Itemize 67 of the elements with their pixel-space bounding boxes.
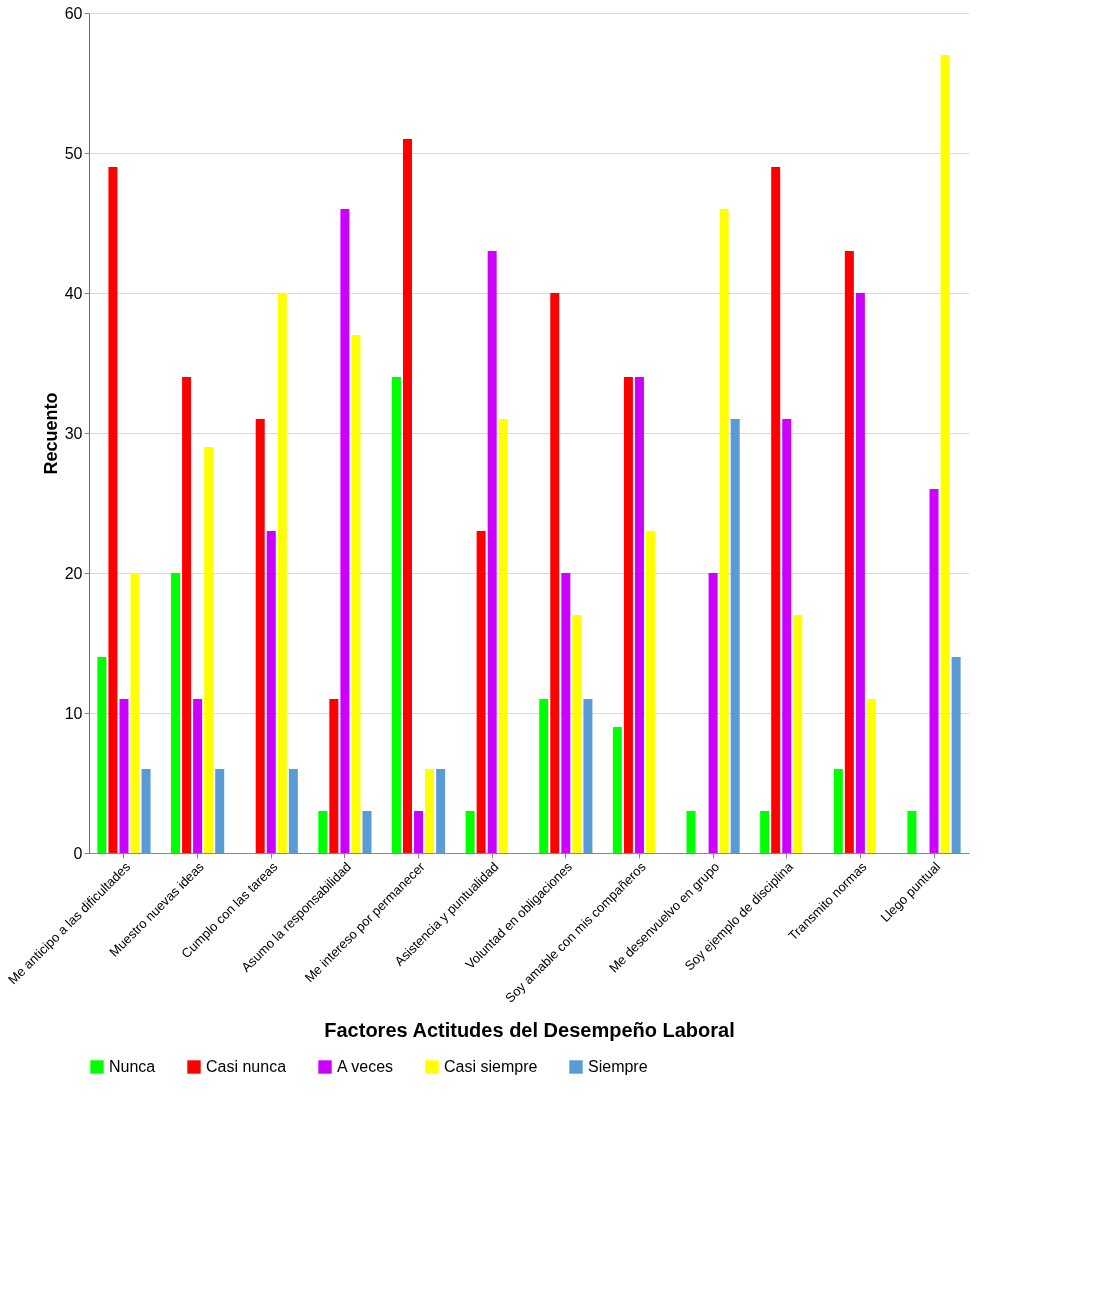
bar xyxy=(182,377,192,853)
bar xyxy=(204,447,214,853)
bar xyxy=(708,573,718,853)
bar xyxy=(646,531,656,853)
bar xyxy=(929,489,939,853)
bar xyxy=(288,769,298,853)
bar xyxy=(686,811,696,853)
bar xyxy=(940,55,950,853)
legend-label: Siempre xyxy=(588,1058,648,1075)
bar xyxy=(97,657,107,853)
bar xyxy=(329,699,339,853)
y-tick-label: 0 xyxy=(73,844,83,862)
bar xyxy=(402,139,412,853)
x-axis-title: Factores Actitudes del Desempeño Laboral xyxy=(324,1018,735,1041)
y-tick-label: 50 xyxy=(64,144,83,162)
bar xyxy=(425,769,435,853)
bar xyxy=(550,293,560,853)
bar xyxy=(340,209,350,853)
bar xyxy=(907,811,917,853)
bar xyxy=(362,811,372,853)
y-tick-label: 60 xyxy=(64,4,83,22)
y-axis-title: Recuento xyxy=(40,392,61,475)
bar xyxy=(318,811,328,853)
bar xyxy=(277,293,287,853)
bar xyxy=(255,419,265,853)
bar xyxy=(193,699,203,853)
bar xyxy=(719,209,729,853)
bar xyxy=(351,335,361,853)
bar xyxy=(844,251,854,853)
bar xyxy=(730,419,740,853)
y-tick-label: 20 xyxy=(64,564,83,582)
bar xyxy=(782,419,792,853)
bar xyxy=(215,769,225,853)
bar xyxy=(833,769,843,853)
bar xyxy=(572,615,582,853)
bar xyxy=(539,699,549,853)
bar xyxy=(487,251,497,853)
bar xyxy=(951,657,961,853)
bar xyxy=(266,531,276,853)
bar xyxy=(583,699,593,853)
legend-label: Casi nunca xyxy=(206,1058,287,1075)
bar xyxy=(793,615,803,853)
bar xyxy=(476,531,486,853)
legend-label: Casi siempre xyxy=(444,1058,538,1075)
y-tick-label: 10 xyxy=(64,704,83,722)
bar xyxy=(855,293,865,853)
legend-label: Nunca xyxy=(109,1058,156,1075)
bar xyxy=(623,377,633,853)
bar xyxy=(612,727,622,853)
bar xyxy=(171,573,181,853)
bar xyxy=(561,573,571,853)
bar xyxy=(634,377,644,853)
bar xyxy=(498,419,508,853)
bar xyxy=(141,769,151,853)
bar xyxy=(130,573,140,853)
bar xyxy=(771,167,781,853)
bar xyxy=(119,699,129,853)
bar xyxy=(760,811,770,853)
bar xyxy=(465,811,475,853)
bar xyxy=(436,769,446,853)
bar xyxy=(108,167,118,853)
bar xyxy=(866,699,876,853)
y-tick-label: 40 xyxy=(64,284,83,302)
bar xyxy=(391,377,401,853)
legend-label: A veces xyxy=(337,1058,394,1075)
bar xyxy=(414,811,424,853)
y-tick-label: 30 xyxy=(64,424,83,442)
